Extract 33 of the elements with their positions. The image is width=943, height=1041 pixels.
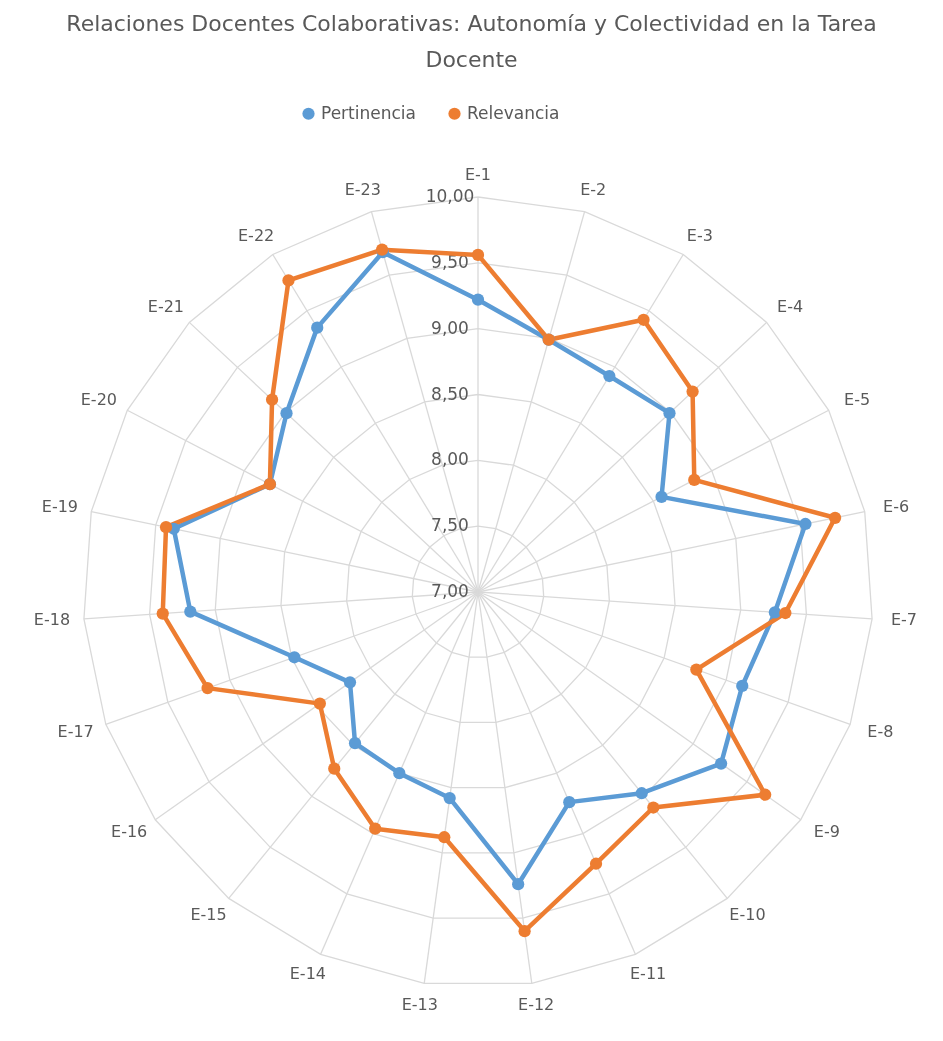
y-tick-label: 9,00	[431, 317, 469, 338]
spoke-label: E-6	[883, 497, 910, 517]
spoke-label: E-19	[41, 497, 79, 517]
spoke-label: E-22	[238, 225, 275, 245]
spoke-label: E-11	[629, 964, 667, 984]
spoke-label: E-12	[518, 995, 555, 1015]
spoke-label: E-13	[401, 995, 438, 1015]
spoke-label: E-14	[289, 964, 327, 984]
y-tick-label: 8,00	[431, 449, 469, 470]
spoke-label: E-17	[57, 721, 94, 741]
spoke-label: E-5	[844, 390, 871, 410]
legend-label: Relevancia	[467, 102, 560, 123]
spoke-label: E-16	[111, 822, 148, 842]
spoke-label: E-18	[33, 610, 71, 630]
spoke-label: E-2	[580, 180, 607, 200]
y-tick-label: 8,50	[431, 383, 469, 404]
spoke-label: E-7	[890, 610, 918, 630]
spoke-label: E-4	[777, 297, 804, 317]
spoke-label: E-23	[344, 180, 381, 200]
y-tick-label: 9,50	[431, 251, 469, 272]
spoke-label: E-9	[813, 822, 840, 842]
spoke-label: E-8	[867, 721, 894, 741]
spoke-label: E-20	[80, 390, 117, 410]
spoke-label: E-15	[190, 905, 227, 925]
y-tick-label: 7,50	[431, 515, 469, 536]
spoke-label: E-1	[464, 165, 492, 184]
spoke-label: E-21	[147, 297, 185, 317]
y-tick-label: 7,00	[431, 581, 469, 601]
spoke-label: E-3	[686, 225, 713, 245]
legend-label: Pertinencia	[321, 102, 416, 123]
chart-title: Relaciones Docentes Colaborativas: Autonomía y Colectividad en la Tarea Docente	[66, 11, 877, 72]
y-tick-label: 10,00	[425, 186, 475, 206]
spoke-label: E-10	[729, 905, 766, 925]
